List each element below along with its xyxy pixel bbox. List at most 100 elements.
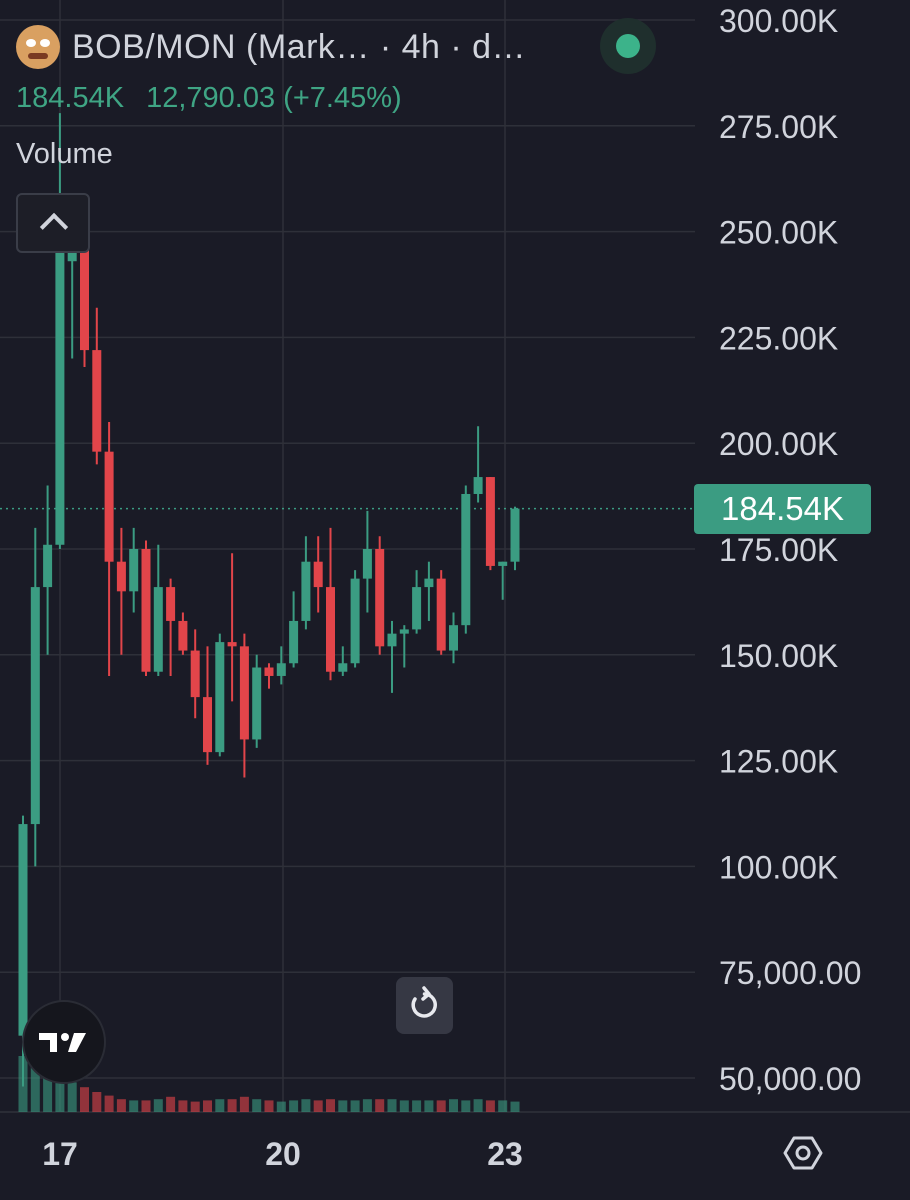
candle-body[interactable]	[104, 451, 114, 562]
candle-body[interactable]	[350, 578, 360, 664]
reset-chart-button[interactable]	[396, 977, 453, 1034]
volume-bar	[178, 1100, 188, 1112]
symbol-title[interactable]: BOB/MON (Mark… · 4h · d…	[72, 27, 527, 66]
volume-bar	[215, 1099, 225, 1112]
candle-body[interactable]	[116, 561, 126, 592]
tradingview-logo-icon[interactable]	[22, 1000, 106, 1084]
volume-bar	[301, 1099, 311, 1112]
volume-bar	[153, 1099, 163, 1112]
volume-bar	[92, 1092, 102, 1112]
live-status-dot-icon	[600, 18, 656, 74]
candle-body[interactable]	[301, 561, 311, 621]
candle-body[interactable]	[412, 587, 422, 630]
candle-body[interactable]	[252, 667, 262, 740]
price-change-text: 12,790.03 (+7.45%)	[146, 82, 402, 114]
y-axis-tick-label: 200.00K	[719, 426, 838, 462]
volume-indicator-label[interactable]: Volume	[16, 138, 113, 170]
candle-body[interactable]	[510, 508, 520, 562]
candle-body[interactable]	[129, 549, 139, 592]
volume-bar	[326, 1099, 335, 1112]
candle-body[interactable]	[80, 248, 89, 351]
candle-body[interactable]	[141, 549, 151, 672]
candle-body[interactable]	[449, 625, 458, 651]
current-price-label: 184.54K	[694, 483, 871, 534]
candle-body[interactable]	[30, 587, 40, 825]
candle-body[interactable]	[190, 650, 200, 698]
volume-bar	[276, 1101, 286, 1112]
candle-body[interactable]	[43, 544, 53, 588]
volume-bar	[375, 1099, 385, 1112]
candle-body[interactable]	[461, 493, 471, 626]
volume-bar	[30, 1062, 40, 1112]
volume-bar	[227, 1099, 237, 1112]
candle-body[interactable]	[313, 561, 323, 588]
candle-body[interactable]	[166, 587, 176, 621]
volume-bar	[203, 1100, 212, 1112]
y-axis-tick-label: 300.00K	[719, 3, 838, 39]
volume-bar	[387, 1099, 397, 1112]
candle-body[interactable]	[436, 578, 446, 651]
candle-body[interactable]	[239, 646, 249, 740]
rotate-ccw-icon	[411, 986, 437, 1018]
volume-bar	[461, 1100, 471, 1112]
volume-bar	[424, 1100, 434, 1112]
volume-bar	[252, 1099, 262, 1112]
candle-body[interactable]	[289, 620, 299, 664]
y-axis-tick-label: 275.00K	[719, 109, 838, 145]
chart-settings-button[interactable]	[778, 1128, 828, 1178]
candle-body[interactable]	[264, 667, 274, 676]
y-axis-tick-label: 150.00K	[719, 638, 838, 674]
candle-body[interactable]	[67, 248, 77, 262]
candle-body[interactable]	[276, 663, 286, 676]
y-axis-tick-label: 100.00K	[719, 849, 838, 885]
volume-bar	[362, 1099, 372, 1112]
candle-body[interactable]	[153, 587, 163, 672]
candle-body[interactable]	[55, 248, 65, 545]
candle-body[interactable]	[18, 824, 28, 1036]
volume-bar	[436, 1100, 446, 1112]
volume-bar	[498, 1100, 508, 1112]
candle-body[interactable]	[326, 587, 335, 672]
x-axis-tick-label: 23	[487, 1136, 523, 1172]
y-axis-tick-label: 50,000.00	[719, 1061, 861, 1097]
volume-bar	[510, 1101, 520, 1112]
collapse-indicators-button[interactable]	[16, 193, 90, 253]
candle-body[interactable]	[227, 642, 237, 647]
candle-body[interactable]	[473, 477, 483, 494]
candle-body[interactable]	[498, 561, 508, 566]
volume-bar	[104, 1095, 114, 1112]
volume-bar	[350, 1100, 360, 1112]
candle-body[interactable]	[399, 629, 409, 634]
volume-bar	[449, 1099, 458, 1112]
volume-bar	[338, 1100, 348, 1112]
volume-bar	[129, 1100, 139, 1112]
y-axis-tick-label: 175.00K	[719, 532, 838, 568]
candle-body[interactable]	[424, 578, 434, 588]
volume-bar	[116, 1099, 126, 1112]
volume-bar	[67, 1082, 77, 1112]
y-axis-tick-label: 125.00K	[719, 744, 838, 780]
candle-body[interactable]	[178, 620, 188, 651]
last-price-text: 184.54K	[16, 82, 125, 114]
x-axis-tick-label: 17	[42, 1136, 78, 1172]
volume-bar	[289, 1100, 299, 1112]
candle-body[interactable]	[215, 642, 225, 753]
volume-bar	[264, 1100, 274, 1112]
candle-body[interactable]	[375, 549, 385, 647]
x-axis-tick-label: 20	[265, 1136, 301, 1172]
price-summary: 184.54K 12,790.03 (+7.45%)	[16, 82, 416, 115]
pepe-avatar-icon	[16, 25, 60, 69]
candle-body[interactable]	[203, 697, 212, 753]
volume-bar	[55, 1068, 65, 1112]
candle-body[interactable]	[387, 633, 397, 647]
candle-body[interactable]	[338, 663, 348, 672]
candle-body[interactable]	[92, 350, 102, 452]
volume-bar	[80, 1087, 89, 1112]
symbol-header[interactable]: BOB/MON (Mark… · 4h · d…	[16, 22, 526, 72]
chevron-up-icon	[39, 212, 69, 242]
candle-body[interactable]	[485, 477, 495, 566]
candle-body[interactable]	[362, 549, 372, 579]
hexagon-settings-icon	[783, 1136, 823, 1170]
